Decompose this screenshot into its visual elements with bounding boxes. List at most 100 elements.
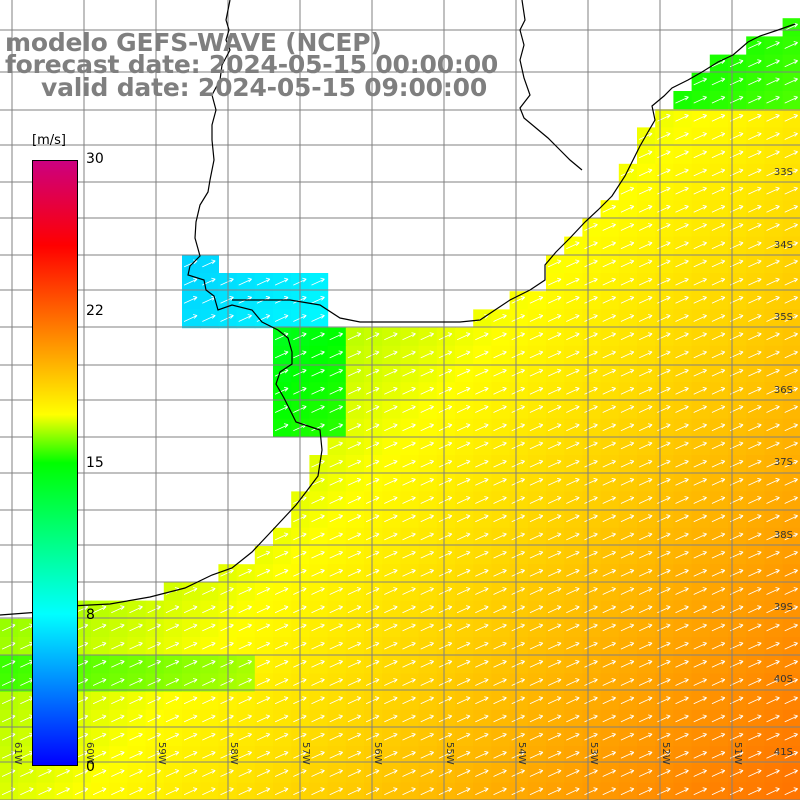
wind-arrow <box>693 477 707 486</box>
wind-cell <box>673 709 693 729</box>
wind-cell <box>291 364 310 383</box>
wind-arrow <box>693 113 707 122</box>
wind-cell <box>364 455 383 474</box>
wind-cell <box>491 400 511 420</box>
wind-cell <box>546 382 565 401</box>
wind-cell <box>291 673 310 693</box>
wind-cell <box>36 764 56 784</box>
wind-arrow <box>456 714 471 723</box>
wind-arrow <box>638 568 653 577</box>
wind-arrow <box>365 696 380 705</box>
wind-arrow <box>748 386 762 395</box>
wind-arrow <box>657 496 671 504</box>
wind-cell <box>618 273 638 292</box>
wind-cell <box>254 600 274 620</box>
wind-cell <box>309 509 329 529</box>
wind-cell <box>728 400 747 420</box>
wind-arrow <box>675 496 689 504</box>
wind-cell <box>273 546 292 565</box>
wind-cell <box>509 527 529 547</box>
lon-label: 53W <box>588 742 599 765</box>
wind-cell <box>382 728 401 747</box>
wind-arrow <box>602 787 616 796</box>
wind-cell <box>582 327 602 347</box>
wind-arrow <box>329 696 343 705</box>
wind-arrow <box>675 386 689 395</box>
wind-arrow <box>511 605 525 614</box>
wind-arrow <box>274 550 289 559</box>
wind-arrow <box>420 350 434 359</box>
wind-cell <box>564 418 583 438</box>
wind-arrow <box>402 423 416 432</box>
wind-arrow <box>547 605 562 614</box>
wind-arrow <box>92 659 107 668</box>
wind-cell <box>400 455 420 474</box>
wind-arrow <box>566 532 580 541</box>
wind-arrow <box>92 732 107 741</box>
wind-arrow <box>402 368 416 377</box>
wind-cell <box>400 509 420 529</box>
wind-arrow <box>456 477 471 486</box>
wind-cell <box>691 291 711 310</box>
wind-arrow <box>566 314 580 322</box>
wind-cell <box>509 309 529 329</box>
wind-arrow <box>693 459 707 468</box>
wind-arrow <box>475 787 489 796</box>
wind-arrow <box>438 641 453 650</box>
wind-arrow <box>566 405 580 413</box>
wind-cell <box>400 327 420 347</box>
wind-cell <box>582 546 602 565</box>
wind-arrow <box>347 623 362 632</box>
wind-cell <box>364 691 383 711</box>
wind-arrow <box>475 696 489 705</box>
wind-arrow <box>183 787 198 796</box>
wind-cell <box>746 236 765 256</box>
wind-arrow <box>220 295 234 304</box>
wind-arrow <box>657 532 671 541</box>
wind-cell <box>127 618 147 638</box>
wind-cell <box>673 600 693 620</box>
wind-arrow <box>711 423 726 432</box>
wind-cell <box>254 691 274 711</box>
wind-arrow <box>657 150 671 159</box>
wind-speed-field <box>0 18 800 800</box>
wind-arrow <box>766 223 780 231</box>
wind-arrow <box>493 732 507 741</box>
wind-cell <box>254 309 274 329</box>
wind-arrow <box>566 787 580 796</box>
wind-arrow <box>529 750 544 759</box>
wind-arrow <box>711 678 726 686</box>
wind-cell <box>655 145 674 165</box>
wind-arrow <box>529 587 544 595</box>
wind-arrow <box>274 587 289 595</box>
wind-arrow <box>529 314 544 322</box>
wind-arrow <box>766 186 780 195</box>
wind-arrow <box>584 332 598 341</box>
wind-cell <box>709 273 729 292</box>
wind-cell <box>364 418 383 438</box>
lat-label: 39S <box>774 602 793 613</box>
wind-cell <box>546 655 565 674</box>
wind-cell <box>655 400 674 420</box>
wind-cell <box>728 728 747 747</box>
wind-arrow <box>311 386 325 395</box>
wind-cell <box>764 72 784 92</box>
wind-cell <box>364 364 383 383</box>
wind-cell <box>691 273 711 292</box>
wind-arrow <box>602 532 616 541</box>
wind-arrow <box>529 405 544 413</box>
wind-cell <box>764 618 784 638</box>
wind-arrow <box>202 659 216 668</box>
wind-arrow <box>766 259 780 268</box>
wind-cell <box>491 637 511 656</box>
wind-arrow <box>675 368 689 377</box>
wind-arrow <box>784 132 798 140</box>
wind-arrow <box>493 605 507 614</box>
wind-cell <box>746 746 765 765</box>
wind-cell <box>709 382 729 401</box>
wind-cell <box>691 91 711 110</box>
wind-cell <box>582 746 602 765</box>
wind-arrow <box>92 696 107 705</box>
wind-cell <box>291 691 310 711</box>
wind-cell <box>473 600 492 620</box>
